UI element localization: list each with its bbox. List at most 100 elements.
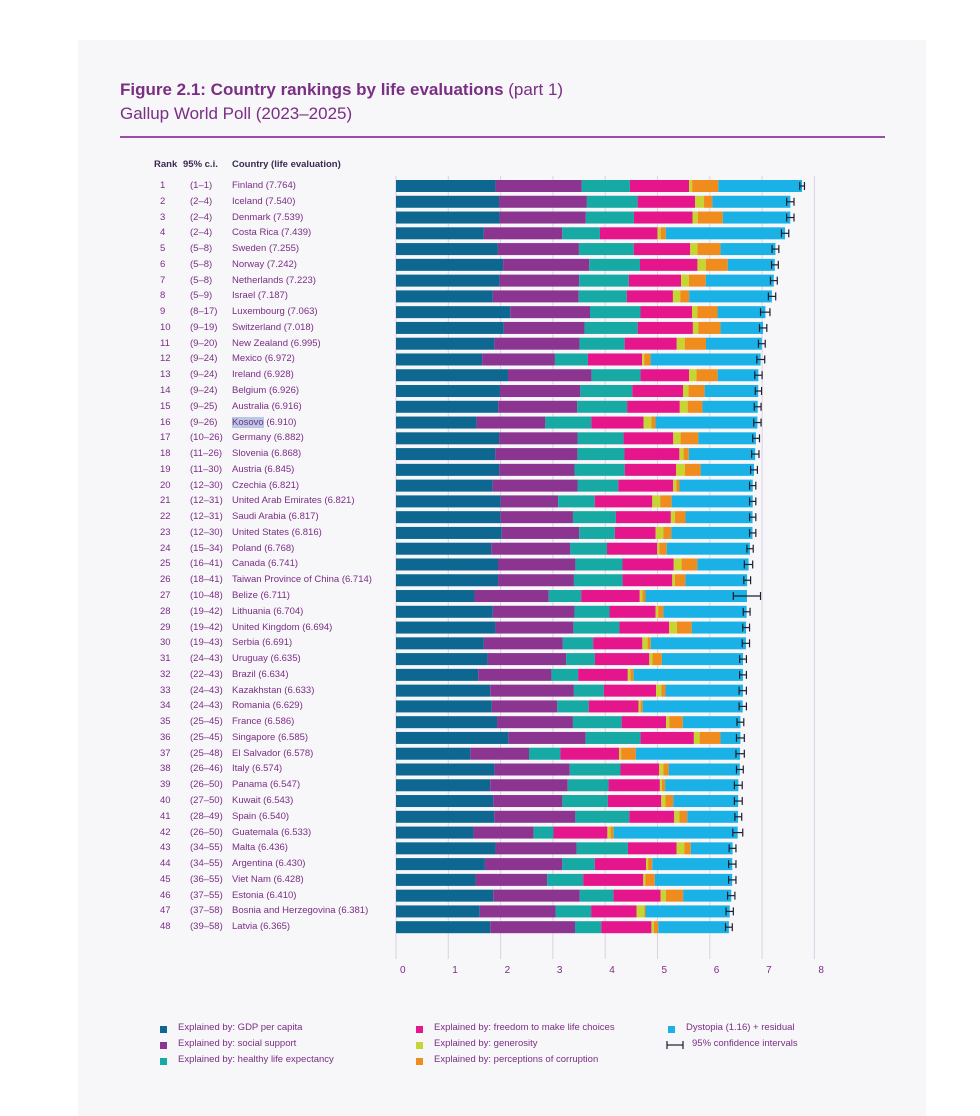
bar-segment-health (548, 590, 582, 603)
bar-segment-social (492, 605, 575, 618)
row-country: Kosovo (6.910) (232, 416, 297, 428)
legend-label-social: Explained by: social support (178, 1038, 297, 1049)
highlighted-text: Kosovo (232, 416, 264, 428)
bar-segment-gdp (396, 842, 496, 855)
bar-segment-freedom (614, 526, 656, 539)
bar-segment-corruption (697, 211, 723, 224)
legend-swatch-health (160, 1058, 167, 1065)
bar-segment-social (508, 731, 586, 744)
bar-segment-freedom (619, 621, 670, 634)
bar-segment-gdp (396, 416, 477, 429)
bar-segment-generosity (655, 605, 659, 618)
bar-segment-corruption (660, 227, 666, 240)
bar-segment-freedom (640, 369, 690, 382)
bar-segment-gdp (396, 432, 500, 445)
bar-segment-gdp (396, 211, 500, 224)
bar-segment-dystopia (671, 495, 753, 508)
bar-segment-corruption (663, 763, 669, 776)
bar-segment-dystopia (717, 369, 759, 382)
row-ci: (5–9) (190, 290, 213, 302)
bar-segment-health (567, 779, 609, 792)
bar-segment-social (494, 763, 570, 776)
bar-segment-generosity (607, 826, 611, 839)
bar-segment-gdp (396, 905, 480, 918)
row-country: Czechia (6.821) (232, 479, 300, 491)
bar-segment-freedom (629, 180, 690, 192)
row-ci: (15–34) (190, 542, 223, 554)
bar-segment-corruption (665, 795, 674, 808)
bar-segment-dystopia (720, 321, 764, 334)
bar-segment-gdp (396, 574, 499, 587)
x-tick-label: 4 (609, 965, 615, 976)
row-ci: (12–31) (190, 511, 223, 523)
bar-segment-freedom (618, 479, 674, 492)
row-ci: (10–48) (190, 590, 223, 602)
row-country: Uruguay (6.635) (232, 653, 301, 665)
bar-segment-corruption (645, 873, 655, 886)
bar-segment-gdp (396, 810, 495, 823)
bar-segment-generosity (670, 511, 676, 524)
bar-segment-dystopia (679, 479, 753, 492)
bar-segment-health (558, 495, 595, 508)
bar-segment-corruption (660, 495, 672, 508)
title-divider (120, 136, 885, 138)
bar-segment-social (490, 779, 568, 792)
row-rank: 24 (160, 542, 171, 554)
bar-segment-dystopia (652, 858, 733, 871)
legend-swatch-gdp (160, 1026, 167, 1033)
row-rank: 22 (160, 511, 171, 523)
bar-segment-freedom (640, 306, 693, 319)
bar-segment-social (499, 274, 580, 287)
bar-segment-gdp (396, 873, 476, 886)
row-rank: 31 (160, 653, 171, 665)
bar-segment-dystopia (688, 448, 756, 461)
bar-segment-dystopia (700, 463, 754, 476)
bar-segment-health (572, 716, 622, 729)
bar-segment-dystopia (727, 258, 775, 271)
bar-segment-social (503, 258, 590, 271)
bar-segment-freedom (583, 873, 644, 886)
row-ci: (12–30) (190, 479, 223, 491)
bar-segment-generosity (683, 385, 689, 398)
bar-segment-freedom (591, 905, 637, 918)
bar-segment-gdp (396, 653, 488, 666)
row-country: Belgium (6.926) (232, 385, 300, 396)
row-country: Guatemala (6.533) (232, 826, 312, 838)
row-rank: 45 (160, 873, 171, 885)
bar-segment-freedom (609, 605, 656, 618)
bar-segment-health (570, 542, 608, 555)
bar-segment-corruption (687, 400, 703, 413)
row-country: Singapore (6.585) (232, 731, 309, 743)
bar-segment-freedom (627, 842, 677, 855)
row-country: Kuwait (6.543) (232, 795, 294, 807)
bar-segment-corruption (683, 448, 689, 461)
row-rank: 28 (160, 605, 171, 617)
bar-segment-health (572, 511, 616, 524)
bar-segment-freedom (587, 353, 643, 366)
bar-segment-health (575, 810, 630, 823)
row-ci: (37–55) (190, 889, 223, 901)
row-rank: 3 (160, 211, 166, 223)
row-country: Germany (6.882) (232, 432, 304, 444)
bar-segment-generosity (660, 889, 666, 902)
bar-segment-social (493, 795, 563, 808)
bar-segment-generosity (695, 195, 705, 208)
bar-segment-gdp (396, 621, 496, 634)
bar-segment-gdp (396, 542, 492, 555)
bar-segment-freedom (593, 637, 643, 650)
bar-segment-generosity (636, 905, 645, 918)
bar-segment-gdp (396, 684, 491, 697)
bar-segment-social (470, 747, 530, 760)
row-ci: (11–30) (190, 463, 223, 475)
bar-segment-gdp (396, 747, 471, 760)
bar-segment-dystopia (683, 889, 732, 902)
bar-segment-gdp (396, 858, 485, 871)
bar-segment-freedom (622, 558, 674, 571)
bar-segment-health (577, 400, 628, 413)
row-ci: (26–50) (190, 826, 223, 838)
bar-segment-gdp (396, 700, 492, 713)
row-country: Serbia (6.691) (232, 637, 293, 649)
x-tick-label: 1 (452, 965, 458, 976)
x-tick-label: 7 (766, 965, 772, 976)
